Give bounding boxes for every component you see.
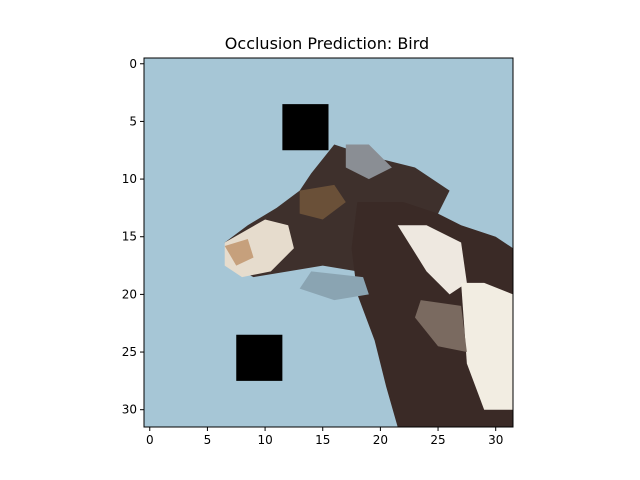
- image-regions: [224, 144, 513, 427]
- x-tick-label: 5: [204, 433, 212, 447]
- y-tick-label: 5: [129, 114, 137, 128]
- y-tick-label: 30: [122, 403, 137, 417]
- y-tick-label: 10: [122, 172, 137, 186]
- x-tick-label: 30: [488, 433, 503, 447]
- image-region-throat-light: [299, 271, 369, 301]
- chart-title: Occlusion Prediction: Bird: [225, 34, 429, 53]
- image-region-head-grey: [345, 144, 392, 180]
- image-region-brown-patch: [299, 184, 346, 220]
- occlusion-patches: [236, 104, 329, 381]
- x-axis: 0 5 10 15 20 25 30: [146, 427, 503, 447]
- x-tick-label: 0: [146, 433, 154, 447]
- occlusion-patch-1: [282, 104, 329, 151]
- y-tick-label: 15: [122, 230, 137, 244]
- image-region-white-stripe-1: [397, 225, 467, 295]
- image-region-white-stripe-2: [461, 282, 513, 410]
- plot-frame: [143, 57, 514, 428]
- plot-area: [144, 58, 513, 427]
- y-tick-label: 0: [129, 57, 137, 71]
- image-region-beak-tip: [224, 239, 254, 266]
- x-tick-label: 25: [430, 433, 445, 447]
- y-axis: 0 5 10 15 20 25 30: [122, 57, 144, 417]
- x-tick-label: 10: [257, 433, 272, 447]
- image-region-mid-feathers: [414, 300, 467, 353]
- x-tick-label: 15: [315, 433, 330, 447]
- x-tick-label: 20: [373, 433, 388, 447]
- occlusion-patch-2: [236, 334, 283, 381]
- y-tick-label: 25: [122, 345, 137, 359]
- y-tick-label: 20: [122, 287, 137, 301]
